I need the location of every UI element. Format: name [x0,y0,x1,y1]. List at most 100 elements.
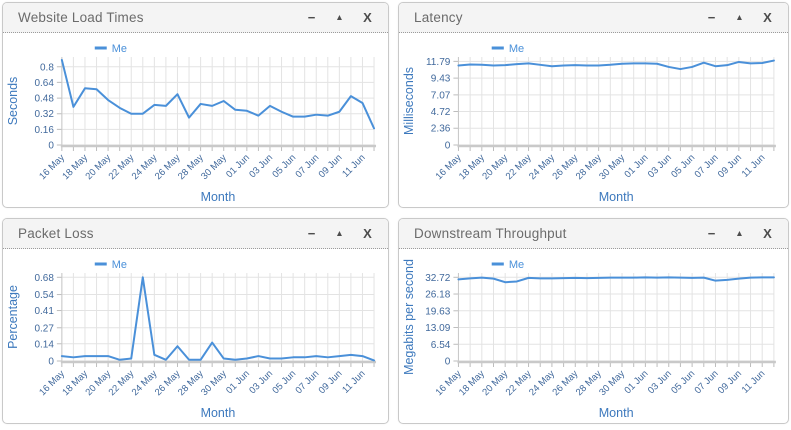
panel-title: Latency [414,10,463,25]
panel-website-load-times: Website Load Times − ▲ X 0 0.16 0.32 0.48 0.… [2,2,389,208]
x-tick-label: 01 Jun [224,152,252,180]
series-line-me [60,276,376,362]
x-tick-label: 11 Jun [740,368,768,395]
x-tick-label: 11 Jun [340,152,367,179]
x-tick-label: 30 May [199,152,229,182]
y-tick-label: 0.41 [34,306,54,317]
x-axis-title: Month [599,190,634,204]
panel-packet-loss: Packet Loss − ▲ X 0 0.14 0.27 0.41 0.54 0.68 1… [2,218,389,424]
window-controls: − ▲ X [305,11,374,24]
y-tick-label: 0.14 [34,339,54,350]
minimize-button[interactable]: − [307,10,316,25]
y-tick-label: 26.18 [425,290,451,301]
panel-latency: Latency − ▲ X 0 2.36 4.72 7.07 9.43 11.79 16 M… [398,2,789,208]
x-tick-label: 30 May [597,368,627,398]
y-tick-label: 0 [48,356,54,367]
x-tick-label: 01 Jun [622,368,650,396]
close-icon[interactable]: X [763,10,772,25]
x-tick-label: 03 Jun [646,368,674,396]
x-tick-label: 03 Jun [247,152,275,180]
x-tick-label: 03 Jun [247,368,275,396]
close-icon[interactable]: X [763,226,772,241]
y-axis-title: Percentage [6,285,20,349]
close-icon[interactable]: X [363,10,372,25]
y-tick-label: 0.16 [34,125,54,136]
collapse-icon[interactable]: ▲ [735,228,744,239]
y-tick-label: 0.68 [34,273,54,284]
y-tick-label: 19.63 [425,306,451,317]
collapse-icon[interactable]: ▲ [735,12,744,23]
y-tick-label: 4.72 [431,107,451,118]
panel-header: Latency − ▲ X [399,3,788,33]
x-axis-title: Month [201,406,236,420]
x-tick-label: 30 May [597,152,627,182]
y-tick-label: 6.54 [431,340,451,351]
y-tick-label: 9.43 [431,74,451,85]
series-line-me [457,59,775,71]
x-tick-label: 01 Jun [224,368,252,396]
y-tick-label: 0 [445,141,451,152]
y-tick-label: 0.48 [34,94,54,105]
x-tick-label: 05 Jun [669,368,697,396]
x-tick-label: 07 Jun [293,368,321,396]
y-tick-label: 0.32 [34,109,54,120]
y-axis-title: Megabits per second [402,259,416,375]
x-tick-label: 09 Jun [716,152,744,180]
x-tick-label: 03 Jun [646,152,674,180]
window-controls: − ▲ X [305,227,374,240]
x-tick-label: 11 Jun [340,368,367,395]
minimize-button[interactable]: − [707,226,716,241]
y-axis-title: Seconds [6,77,20,126]
x-tick-label: 07 Jun [693,368,721,396]
x-axis-title: Month [201,190,236,204]
y-tick-label: 0.64 [34,78,54,89]
legend-label: Me [509,43,524,55]
x-tick-label: 05 Jun [669,152,697,180]
x-tick-label: 09 Jun [317,368,345,396]
x-tick-label: 30 May [199,368,229,398]
minimize-button[interactable]: − [707,10,716,25]
x-tick-label: 05 Jun [270,152,298,180]
close-icon[interactable]: X [363,226,372,241]
chart-area: 0 2.36 4.72 7.07 9.43 11.79 16 May 18 May 20 May… [399,33,788,206]
panel-title: Packet Loss [18,226,94,241]
collapse-icon[interactable]: ▲ [335,12,344,23]
x-tick-label: 01 Jun [622,152,650,180]
y-tick-label: 0.54 [34,290,54,301]
y-tick-label: 0 [48,140,54,151]
y-tick-label: 0 [445,357,451,368]
y-tick-label: 7.07 [431,90,451,101]
minimize-button[interactable]: − [307,226,316,241]
x-axis-title: Month [599,406,634,420]
panel-header: Packet Loss − ▲ X [3,219,388,249]
series-line-me [60,58,376,130]
chart-area: 0 0.16 0.32 0.48 0.64 0.8 16 May 18 May 20 May 22… [3,33,388,206]
x-tick-label: 11 Jun [740,152,768,179]
panel-header: Downstream Throughput − ▲ X [399,219,788,249]
x-tick-label: 07 Jun [693,152,721,180]
chart-area: 0 0.14 0.27 0.41 0.54 0.68 16 May 18 May 20 May 2… [3,249,388,422]
x-tick-label: 05 Jun [270,368,298,396]
panel-header: Website Load Times − ▲ X [3,3,388,33]
panel-title: Website Load Times [18,10,144,25]
legend-label: Me [112,259,127,271]
y-tick-label: 13.09 [425,323,451,334]
y-tick-label: 2.36 [431,124,451,135]
legend-label: Me [509,259,524,271]
y-axis-title: Milliseconds [402,67,416,135]
x-tick-label: 07 Jun [293,152,321,180]
collapse-icon[interactable]: ▲ [335,228,344,239]
x-tick-label: 09 Jun [716,368,744,396]
y-tick-label: 0.8 [40,62,54,73]
panel-downstream-throughput: Downstream Throughput − ▲ X 0 6.54 13.09 19… [398,218,789,424]
x-tick-label: 09 Jun [317,152,345,180]
y-tick-label: 11.79 [426,57,451,68]
series-line-me [457,276,775,284]
window-controls: − ▲ X [705,227,774,240]
y-tick-label: 32.72 [425,273,451,284]
legend-label: Me [112,43,127,55]
